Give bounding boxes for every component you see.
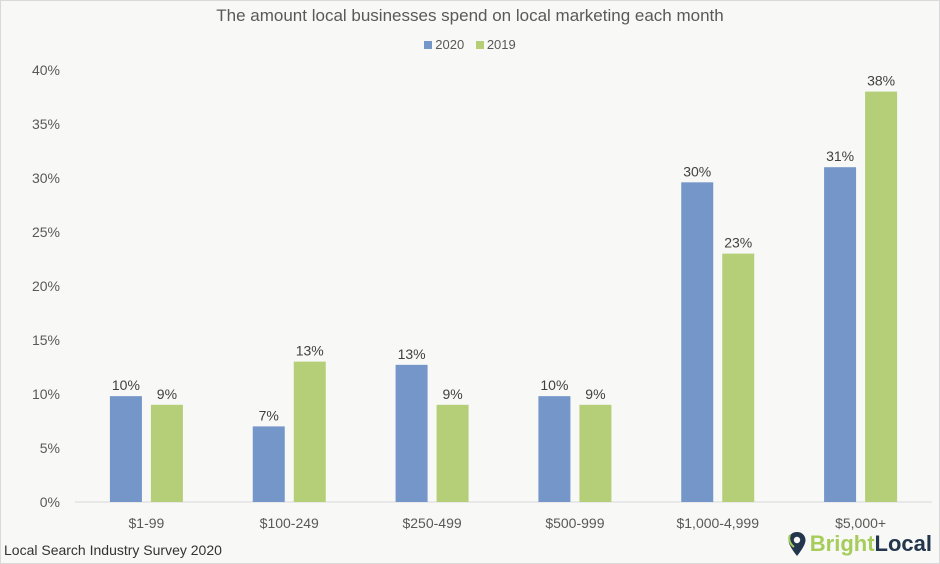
bar-2019 [150, 404, 183, 502]
data-label: 9% [585, 386, 605, 402]
data-label: 13% [296, 343, 324, 359]
data-label: 10% [540, 377, 568, 393]
legend-swatch [424, 41, 433, 49]
map-pin-icon [787, 532, 806, 556]
data-label: 7% [259, 407, 279, 423]
legend: 2020 2019 [0, 37, 940, 52]
data-label: 38% [867, 73, 895, 89]
bar-2020 [824, 167, 857, 502]
data-label: 9% [442, 386, 462, 402]
chart-title: The amount local businesses spend on loc… [216, 6, 724, 25]
data-label: 23% [724, 235, 752, 251]
x-tick-label: $1-99 [129, 515, 165, 531]
source-note: Local Search Industry Survey 2020 [4, 542, 222, 558]
x-tick-label: $1,000-4,999 [676, 515, 759, 531]
x-tick-label: $500-999 [545, 515, 604, 531]
y-tick-label: 10% [32, 386, 60, 402]
y-tick-label: 30% [32, 170, 60, 186]
data-label: 10% [112, 377, 140, 393]
bar-2019 [722, 253, 755, 502]
data-label: 30% [683, 163, 711, 179]
bar-2020 [395, 364, 428, 502]
y-tick-label: 40% [32, 62, 60, 78]
y-tick-label: 25% [32, 224, 60, 240]
bar-2019 [579, 404, 612, 502]
legend-item-2019: 2019 [475, 37, 516, 52]
bar-2020 [681, 182, 714, 502]
legend-label: 2020 [435, 37, 465, 52]
data-label: 9% [157, 386, 177, 402]
bar-2019 [865, 91, 898, 502]
x-tick-label: $100-249 [260, 515, 319, 531]
bar-2019 [293, 361, 326, 502]
x-tick-label: $250-499 [402, 515, 461, 531]
bar-2020 [252, 426, 285, 502]
logo-text-local: Local [874, 531, 932, 556]
legend-swatch [475, 41, 484, 49]
data-label: 13% [398, 346, 426, 362]
legend-label: 2019 [486, 37, 516, 52]
brightlocal-logo: Bright Local [787, 531, 932, 557]
legend-item-2020: 2020 [424, 37, 464, 52]
y-tick-label: 5% [40, 440, 60, 456]
bar-2020 [538, 396, 571, 502]
y-tick-label: 15% [32, 332, 60, 348]
data-label: 31% [826, 148, 854, 164]
bar-2019 [436, 404, 469, 502]
y-tick-label: 20% [32, 278, 60, 294]
x-tick-label: $5,000+ [835, 515, 886, 531]
y-tick-label: 0% [40, 494, 60, 510]
y-tick-label: 35% [32, 116, 60, 132]
bar-2020 [109, 396, 142, 502]
logo-text-bright: Bright [809, 531, 875, 556]
